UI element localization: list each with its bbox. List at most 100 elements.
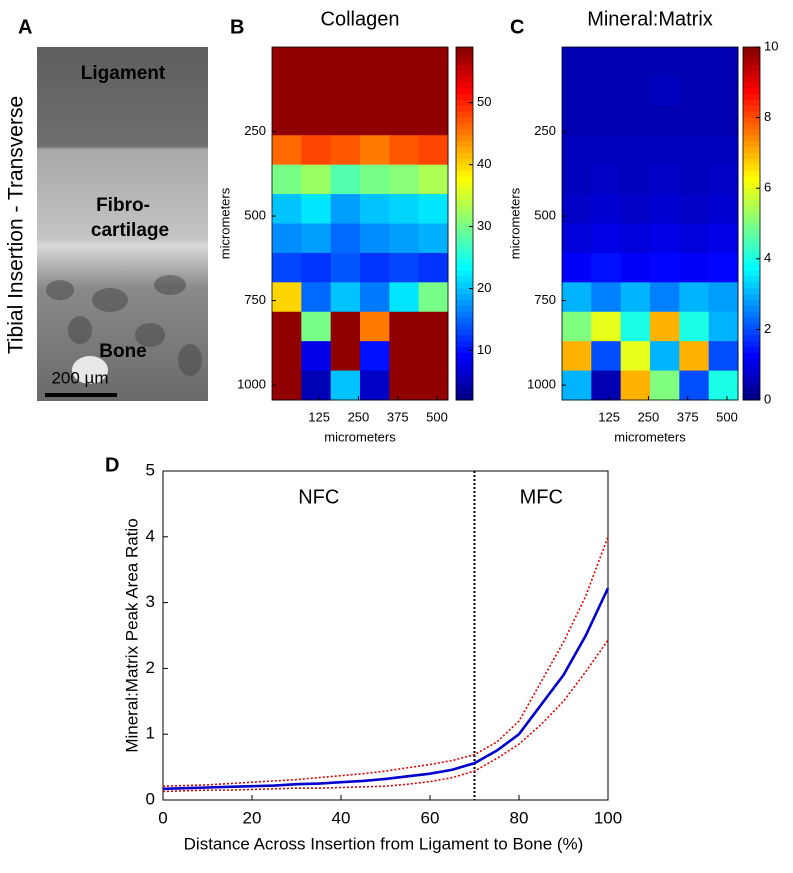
heat-cell — [620, 370, 651, 401]
heat-cell — [650, 76, 680, 107]
line-series — [162, 639, 609, 793]
colorbar-swatch — [743, 370, 760, 377]
heat-cell — [591, 76, 622, 107]
heat-cell — [272, 194, 302, 224]
heat-cell — [330, 282, 361, 313]
heat-cell — [650, 47, 680, 77]
heat-cell — [272, 105, 302, 136]
heat-cell — [591, 252, 622, 283]
colorbar-swatch — [456, 105, 473, 113]
x-tick-label: 20 — [243, 808, 262, 827]
x-tick-label: 500 — [426, 409, 448, 424]
heat-cell — [591, 341, 622, 372]
colorbar-swatch — [743, 141, 760, 148]
colorbar-swatch — [456, 158, 473, 166]
colorbar-swatch — [743, 147, 760, 154]
heat-cell — [620, 223, 651, 254]
heat-cell — [679, 341, 710, 372]
colorbar-swatch — [456, 323, 473, 330]
colorbar-tick-label: 30 — [477, 218, 491, 233]
heat-cell — [650, 252, 680, 283]
heat-cell — [418, 194, 449, 224]
plot-frame — [271, 46, 449, 401]
heat-cell — [418, 135, 449, 166]
heat-cell — [418, 105, 449, 136]
colorbar-swatch — [456, 135, 473, 142]
heat-cell — [272, 252, 302, 283]
colorbar-swatch — [456, 252, 473, 260]
heat-cell — [591, 194, 622, 224]
heat-cell — [708, 164, 739, 195]
region-label: MFC — [520, 486, 563, 508]
colorbar-swatch — [456, 99, 473, 107]
line-series — [162, 536, 609, 787]
colorbar-swatch — [743, 170, 760, 177]
heat-cell — [360, 135, 390, 166]
colorbar-swatch — [456, 64, 473, 72]
plot-frame — [561, 46, 739, 401]
panel-a: A Ligament Fibro- cartilage Bone 200 µm … — [5, 16, 208, 401]
heat-cell — [620, 341, 651, 372]
heat-cell — [650, 135, 680, 166]
colorbar-swatch — [456, 182, 473, 189]
heat-cell — [389, 282, 420, 313]
colorbar-swatch — [743, 235, 760, 242]
y-tick-label: 750 — [244, 292, 266, 307]
colorbar-swatch — [456, 52, 473, 60]
heat-cell — [360, 311, 390, 342]
colorbar-swatch — [456, 117, 473, 124]
colorbar-swatch — [743, 305, 760, 313]
y-tick-label: 500 — [244, 207, 266, 222]
heat-cell — [301, 47, 332, 77]
panel-label: C — [510, 16, 524, 38]
x-tick-label: 375 — [677, 409, 699, 424]
heat-cell — [708, 194, 739, 224]
heat-cell — [389, 223, 420, 254]
colorbar-swatch — [743, 58, 760, 66]
heat-cell — [591, 105, 622, 136]
colorbar-swatch — [743, 164, 760, 172]
heat-cell — [389, 194, 420, 224]
y-tick-label: 0 — [146, 789, 155, 808]
colorbar-swatch — [743, 252, 760, 260]
colorbar-swatch — [456, 82, 473, 89]
heat-cell — [418, 311, 449, 342]
heat-cell — [418, 252, 449, 283]
colorbar-swatch — [743, 152, 760, 160]
heat-cell — [418, 341, 449, 372]
heat-cell — [330, 194, 361, 224]
heat-cell — [650, 105, 680, 136]
panel-label: B — [230, 16, 244, 38]
y-tick-label: 4 — [146, 526, 155, 545]
heat-cell — [591, 311, 622, 342]
colorbar-swatch — [743, 288, 760, 295]
y-tick-label: 1000 — [527, 377, 556, 392]
heat-cell — [708, 135, 739, 166]
colorbar-swatch — [743, 394, 760, 401]
heat-cell — [360, 47, 390, 77]
heat-cell — [301, 223, 332, 254]
colorbar-swatch — [456, 123, 473, 130]
colorbar-swatch — [456, 311, 473, 319]
colorbar-swatch — [456, 188, 473, 195]
colorbar-swatch — [456, 47, 473, 54]
heat-cell — [389, 76, 420, 107]
colorbar-frame — [742, 46, 761, 401]
heat-cell — [591, 282, 622, 313]
colorbar-tick-label: 4 — [764, 250, 771, 265]
colorbar-swatch — [743, 358, 760, 366]
heat-cell — [591, 223, 622, 254]
heat-cell — [301, 105, 332, 136]
x-tick-label: 0 — [158, 808, 167, 827]
heat-cell — [330, 47, 361, 77]
side-label: Tibial Insertion - Transverse — [5, 96, 28, 354]
heat-cell — [330, 311, 361, 342]
colorbar-swatch — [456, 364, 473, 372]
colorbar-swatch — [743, 158, 760, 166]
heat-cell — [301, 311, 332, 342]
texture — [72, 356, 108, 384]
heat-cell — [389, 47, 420, 77]
heat-cell — [418, 282, 449, 313]
x-tick-label: 40 — [332, 808, 351, 827]
colorbar-tick-label: 50 — [477, 94, 491, 109]
